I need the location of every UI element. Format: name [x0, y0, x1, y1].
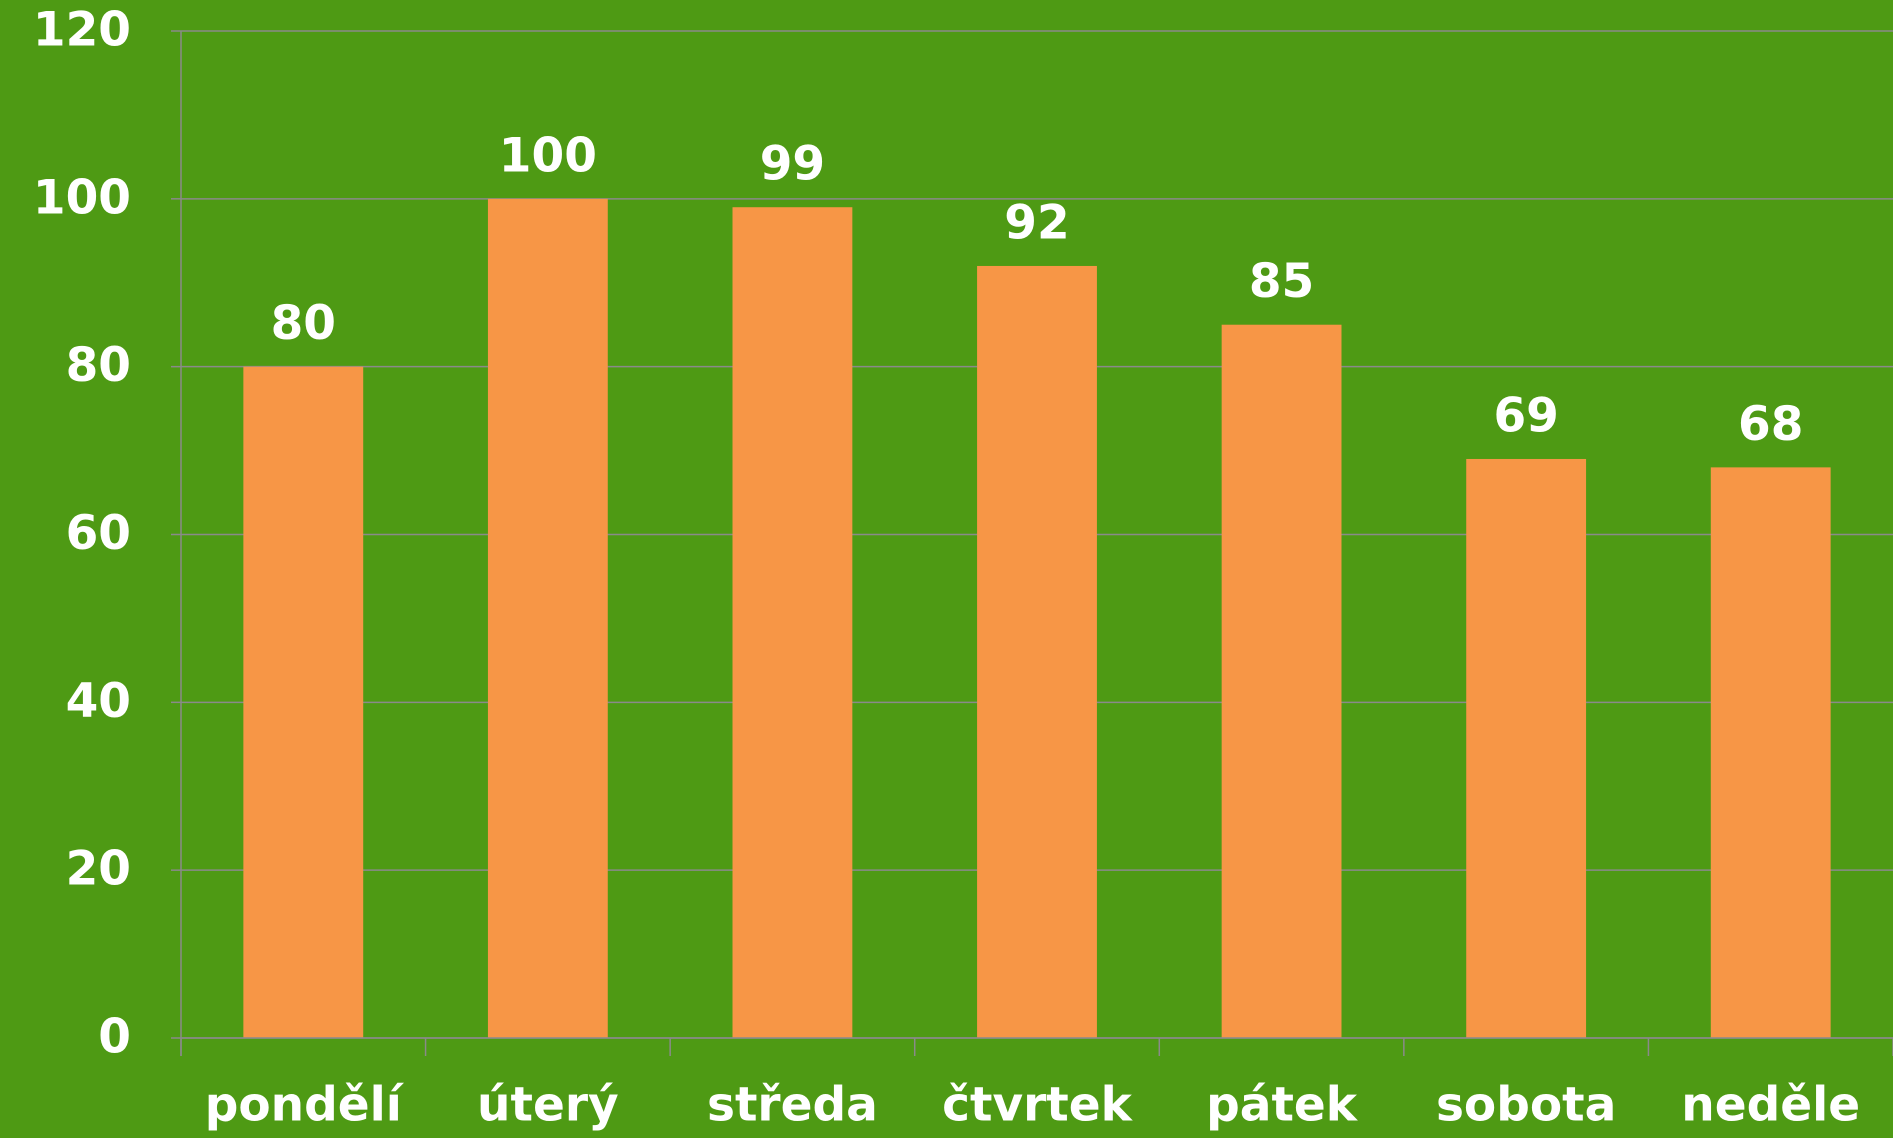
x-tick-label: neděle	[1681, 1078, 1860, 1133]
bar	[487, 198, 608, 1039]
data-label: 68	[1738, 397, 1803, 452]
x-tick-label: čtvrtek	[942, 1078, 1133, 1133]
data-label: 92	[1004, 195, 1069, 250]
x-tick-label: středa	[707, 1078, 878, 1133]
bar	[732, 207, 853, 1039]
y-tick-label: 120	[33, 3, 131, 58]
y-tick-label: 20	[66, 842, 131, 897]
x-tick-label: sobota	[1436, 1078, 1616, 1133]
data-label: 69	[1493, 388, 1558, 443]
bar	[1466, 458, 1587, 1039]
y-tick-label: 100	[33, 170, 131, 225]
bar	[1710, 467, 1831, 1038]
bar	[1221, 324, 1342, 1038]
data-label: 100	[499, 128, 597, 183]
y-tick-label: 0	[98, 1010, 131, 1065]
data-label: 85	[1249, 254, 1314, 309]
y-tick-label: 40	[66, 674, 131, 729]
x-tick-label: úterý	[477, 1078, 619, 1133]
bar	[243, 366, 364, 1039]
data-label: 99	[760, 137, 825, 192]
data-label: 80	[271, 296, 336, 351]
bar	[977, 265, 1097, 1038]
y-tick-label: 60	[66, 506, 131, 561]
x-tick-label: pondělí	[205, 1078, 405, 1133]
y-tick-label: 80	[66, 338, 131, 393]
x-tick-label: pátek	[1206, 1078, 1359, 1133]
